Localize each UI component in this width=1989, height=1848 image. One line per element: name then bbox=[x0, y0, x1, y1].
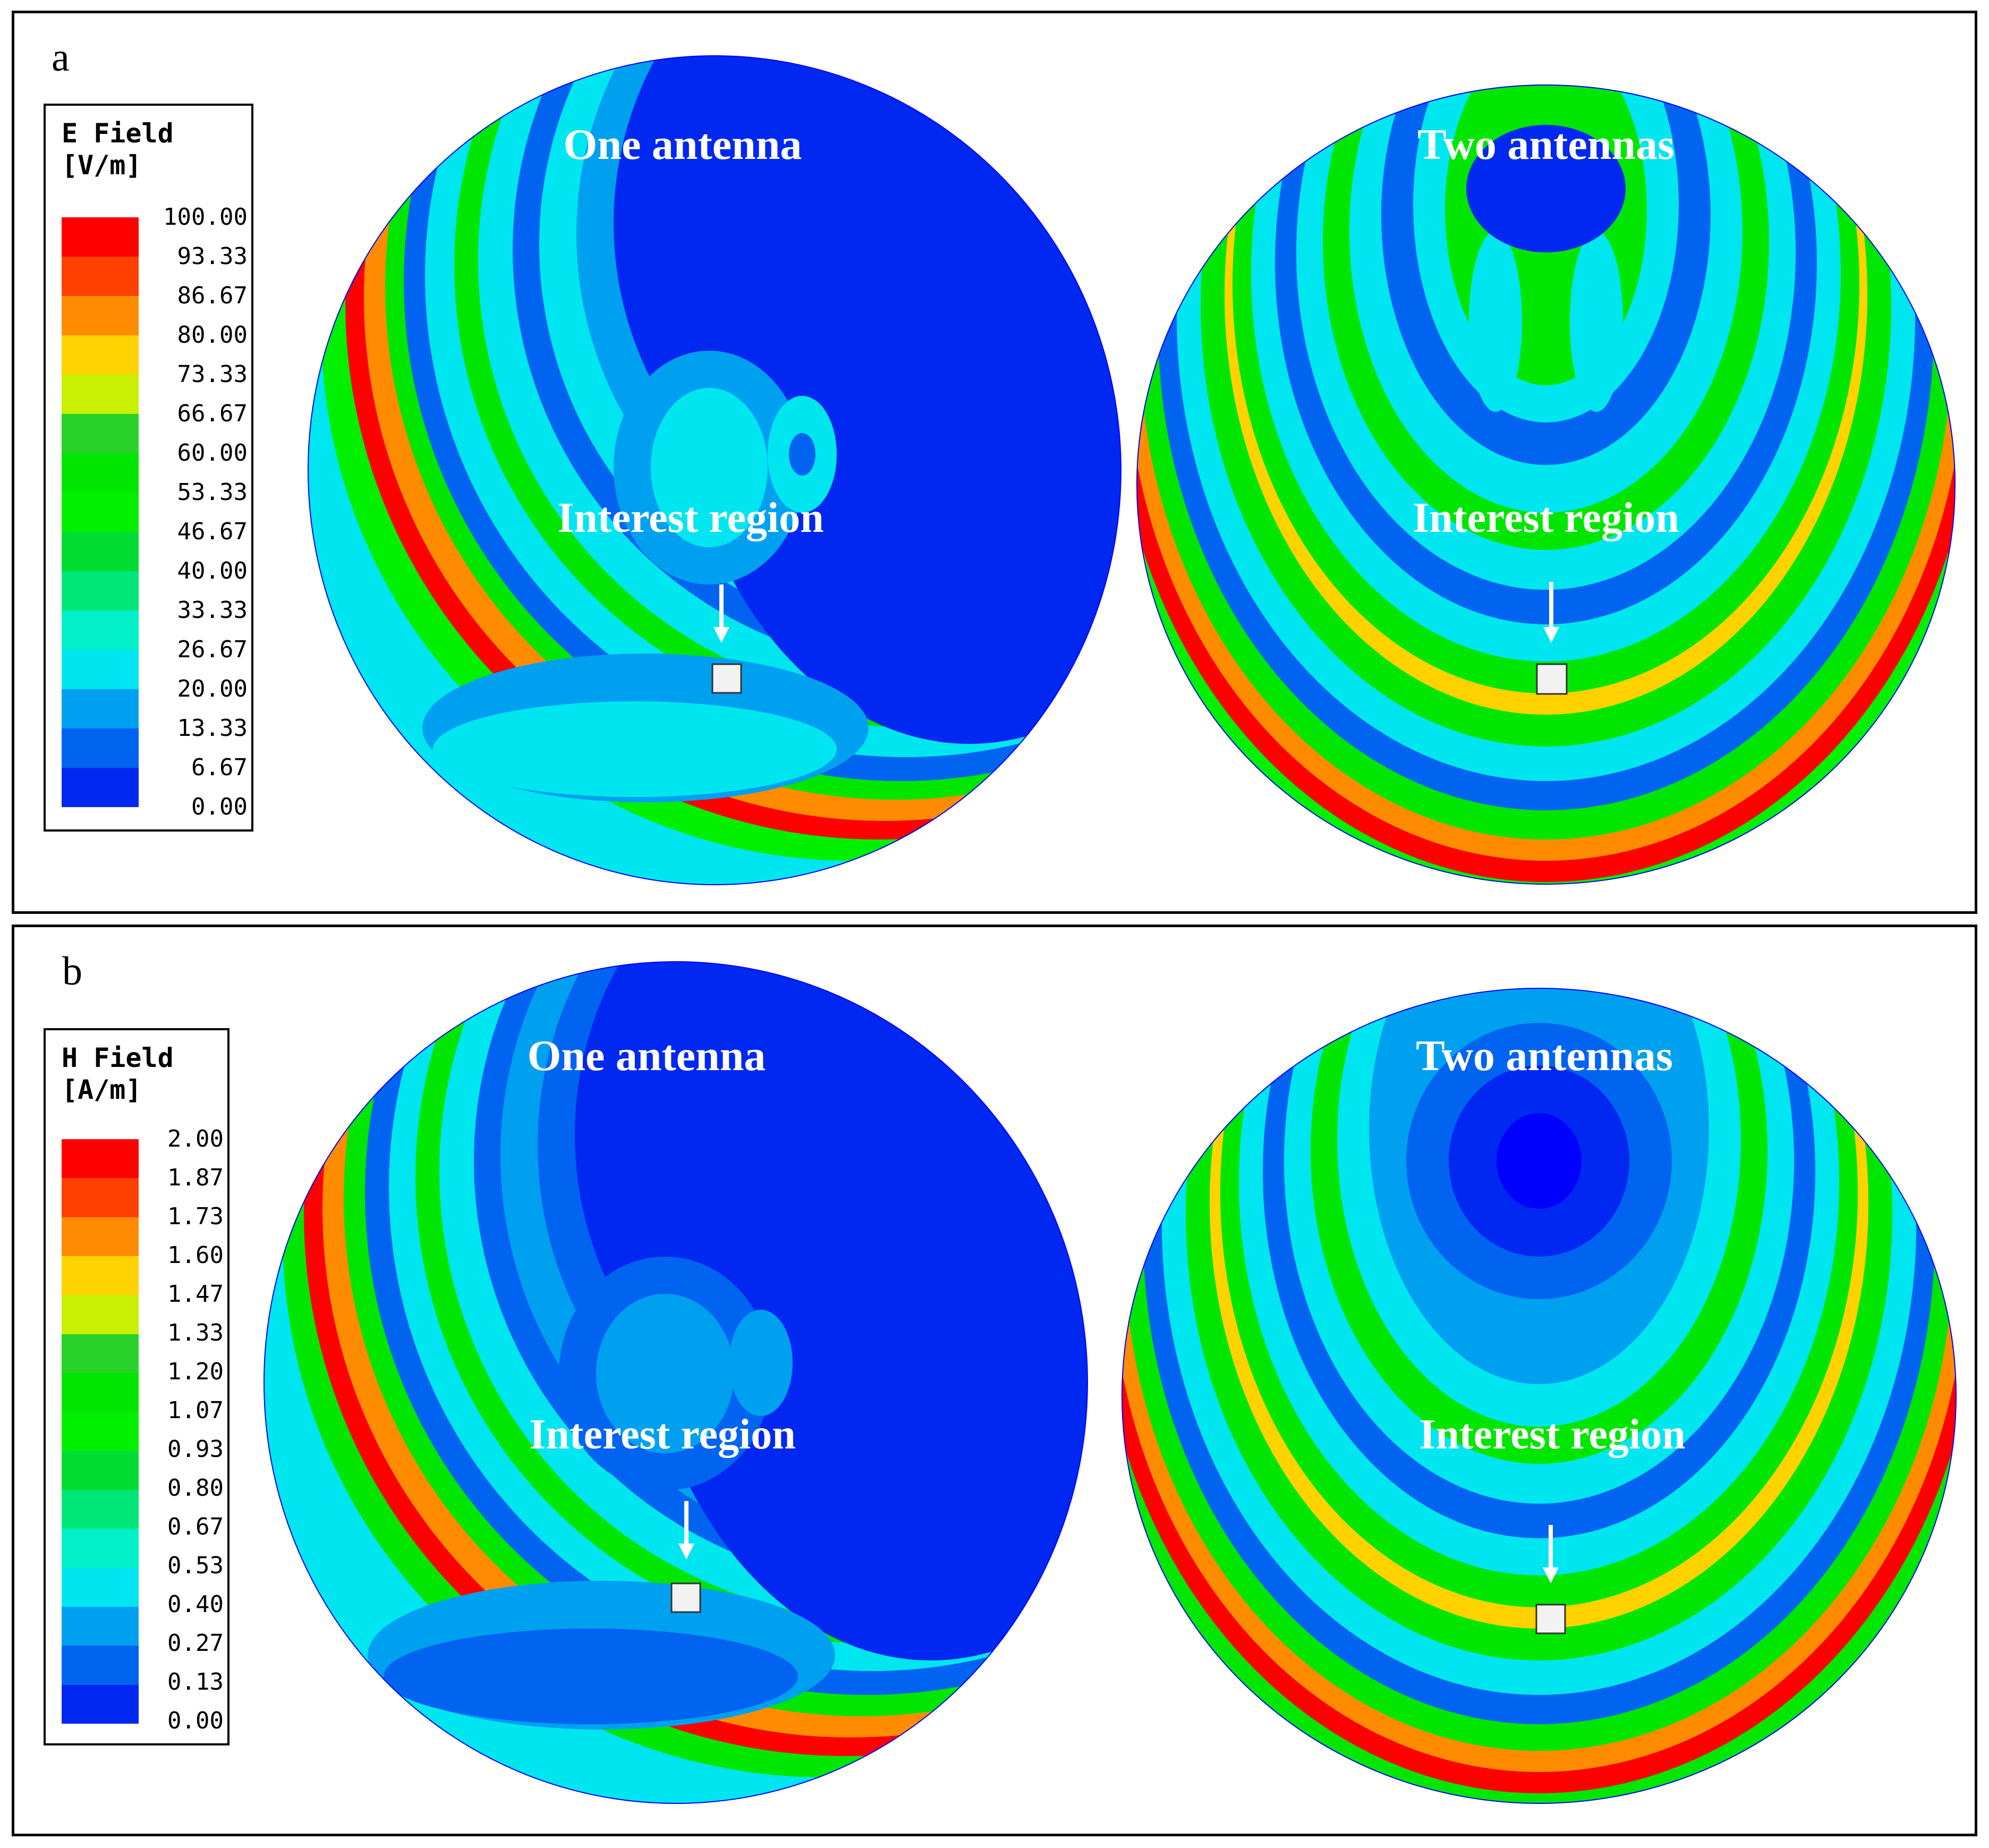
field-map-two-antennas: Two antennas Interest region bbox=[1119, 986, 1959, 1807]
legend-tick: 80.00 bbox=[177, 321, 248, 349]
legend-tick-labels: 2.00 1.87 1.73 1.60 1.47 1.33 1.20 1.07 … bbox=[144, 1123, 224, 1745]
legend-unit: [V/m] bbox=[62, 150, 142, 181]
legend-tick: 0.40 bbox=[167, 1591, 224, 1618]
two-antennas-title: Two antennas bbox=[1416, 1031, 1673, 1080]
legend-tick: 53.33 bbox=[177, 479, 248, 506]
legend-tick: 2.00 bbox=[167, 1125, 224, 1152]
color-step bbox=[62, 1529, 139, 1568]
field-map-svg bbox=[1136, 84, 1956, 885]
color-step bbox=[62, 1217, 139, 1256]
color-step bbox=[62, 375, 139, 414]
legend-tick: 1.20 bbox=[167, 1358, 224, 1385]
color-step bbox=[62, 1646, 139, 1685]
legend-tick: 1.87 bbox=[167, 1164, 224, 1191]
legend-title: E Field [V/m] bbox=[62, 117, 174, 181]
legend-tick: 46.67 bbox=[177, 518, 248, 545]
legend-tick: 0.53 bbox=[167, 1552, 224, 1579]
colorbar bbox=[62, 217, 139, 807]
legend-title: H Field [A/m] bbox=[62, 1042, 174, 1106]
interest-region-label: Interest region bbox=[557, 495, 824, 541]
panel-label: b bbox=[62, 949, 82, 994]
color-step bbox=[62, 611, 139, 650]
legend-tick: 0.80 bbox=[167, 1474, 224, 1502]
legend-tick: 26.67 bbox=[177, 636, 248, 663]
legend-tick: 0.00 bbox=[191, 793, 248, 820]
legend-tick: 33.33 bbox=[177, 597, 248, 624]
interest-region-label: Interest region bbox=[1419, 1411, 1686, 1458]
legend-tick: 0.00 bbox=[167, 1707, 224, 1734]
legend-tick: 40.00 bbox=[177, 557, 248, 584]
legend-tick: 86.67 bbox=[177, 282, 248, 309]
color-step bbox=[62, 728, 139, 768]
color-step bbox=[62, 453, 139, 493]
legend-tick: 1.07 bbox=[167, 1397, 224, 1424]
legend-tick: 0.93 bbox=[167, 1436, 224, 1463]
legend-tick: 1.33 bbox=[167, 1319, 224, 1346]
h-field-legend: H Field [A/m] 2.00 1.87 1.73 1.60 1.47 bbox=[44, 1028, 230, 1745]
color-step bbox=[62, 1567, 139, 1607]
color-step bbox=[62, 335, 139, 375]
legend-tick: 1.60 bbox=[167, 1242, 224, 1269]
legend-tick: 20.00 bbox=[177, 675, 248, 702]
panel-label: a bbox=[52, 35, 70, 80]
field-map-two-antennas: Two antennas Interest region bbox=[1134, 82, 1958, 887]
color-step bbox=[62, 689, 139, 728]
legend-tick: 13.33 bbox=[177, 715, 248, 742]
color-step bbox=[62, 1256, 139, 1295]
color-step bbox=[62, 1139, 139, 1179]
color-step bbox=[62, 1489, 139, 1529]
two-antennas-title: Two antennas bbox=[1417, 120, 1674, 168]
field-map-one-antenna: One antenna Interest region bbox=[305, 53, 1124, 887]
color-step bbox=[62, 1372, 139, 1412]
color-step bbox=[62, 1606, 139, 1646]
legend-tick: 0.13 bbox=[167, 1668, 224, 1696]
one-antenna-title: One antenna bbox=[527, 1031, 766, 1080]
field-map-one-antenna: One antenna Interest region bbox=[261, 959, 1090, 1807]
legend-quantity: E Field bbox=[62, 118, 174, 149]
legend-tick: 6.67 bbox=[191, 754, 248, 781]
legend-quantity: H Field bbox=[62, 1042, 174, 1073]
one-antenna-title: One antenna bbox=[563, 120, 802, 168]
color-step bbox=[62, 1451, 139, 1490]
color-step bbox=[62, 414, 139, 453]
field-map-svg bbox=[264, 961, 1088, 1804]
field-map-svg bbox=[1121, 988, 1957, 1804]
color-step bbox=[62, 1684, 139, 1724]
legend-tick: 0.67 bbox=[167, 1513, 224, 1540]
color-step bbox=[62, 257, 139, 296]
color-step bbox=[62, 532, 139, 571]
legend-tick: 1.47 bbox=[167, 1281, 224, 1308]
legend-tick: 73.33 bbox=[177, 361, 248, 388]
legend-tick: 93.33 bbox=[177, 243, 248, 270]
legend-tick-labels: 100.00 93.33 86.67 80.00 73.33 66.67 60.… bbox=[144, 201, 248, 823]
legend-tick: 1.73 bbox=[167, 1203, 224, 1230]
color-step bbox=[62, 571, 139, 611]
e-field-legend: E Field [V/m] 100.00 93.33 86.67 80.00 bbox=[44, 104, 253, 832]
color-step bbox=[62, 217, 139, 257]
color-step bbox=[62, 1412, 139, 1451]
legend-tick: 60.00 bbox=[177, 439, 248, 467]
color-step bbox=[62, 296, 139, 335]
interest-region-label: Interest region bbox=[529, 1411, 796, 1458]
color-step bbox=[62, 768, 139, 807]
color-step bbox=[62, 1178, 139, 1217]
field-map-svg bbox=[308, 55, 1121, 885]
interest-region-label: Interest region bbox=[1413, 495, 1679, 541]
colorbar bbox=[62, 1139, 139, 1724]
panel-b: b H Field [A/m] 2.00 1.87 1.73 bbox=[12, 925, 1977, 1836]
panel-a: a E Field [V/m] 100.00 93.33 86.67 bbox=[12, 11, 1977, 914]
color-step bbox=[62, 1295, 139, 1334]
legend-tick: 66.67 bbox=[177, 400, 248, 427]
color-step bbox=[62, 493, 139, 532]
color-step bbox=[62, 1334, 139, 1373]
legend-tick: 100.00 bbox=[163, 204, 248, 231]
color-step bbox=[62, 650, 139, 689]
legend-tick: 0.27 bbox=[167, 1630, 224, 1657]
legend-unit: [A/m] bbox=[62, 1074, 142, 1105]
